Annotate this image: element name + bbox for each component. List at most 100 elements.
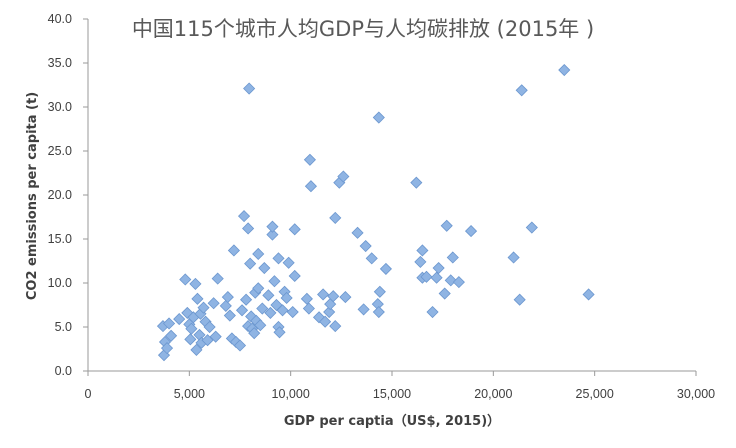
data-point [252,247,265,261]
data-point [207,297,220,310]
x-axis-title: GDP per captia（US$, 2015)） [284,413,500,429]
data-point [282,256,295,269]
data-point [276,304,289,317]
data-point [189,277,202,290]
y-tick-label: 30.0 [48,100,72,114]
data-point [302,302,315,315]
data-point [221,291,234,304]
data-point [329,320,342,333]
data-point [252,282,265,295]
x-tick-label: 15,000 [373,387,411,401]
data-point [264,306,277,319]
data-point [414,255,427,268]
data-point [365,252,378,265]
y-tick-label: 10.0 [48,276,72,290]
data-point [184,333,197,346]
x-tick-label: 30,000 [677,387,715,401]
data-point [351,226,364,239]
data-point [464,225,478,238]
data-point [288,269,301,283]
y-tick-label: 20.0 [48,188,72,202]
data-point [339,291,352,304]
data-point [410,176,423,189]
data-point [242,222,255,235]
data-point [452,276,465,289]
data-point [190,343,203,356]
data-point [191,292,204,305]
data-point [304,180,317,193]
y-tick-label: 25.0 [48,144,72,158]
data-point [240,293,253,306]
data-point [337,170,350,183]
data-point [203,320,216,334]
data-point [416,244,429,257]
data-point [233,339,247,352]
y-tick-label: 5.0 [55,320,72,334]
data-point [372,305,385,319]
x-tick-label: 20,000 [474,387,512,401]
data-point [357,303,370,316]
data-point [254,319,267,332]
data-point [256,302,269,315]
data-point [227,244,240,257]
x-tick-label: 0 [85,387,92,401]
data-point [317,288,330,301]
data-point [266,228,279,241]
data-point [558,63,571,77]
y-tick-label: 35.0 [48,56,72,70]
y-tick-label: 0.0 [55,364,72,378]
data-point [432,261,445,275]
data-point [379,262,392,275]
data-point [329,211,342,224]
data-point [300,292,313,305]
data-point [426,305,439,319]
data-point [440,219,453,232]
data-point [373,285,386,298]
data-point [372,111,385,124]
data-point [582,288,595,301]
data-points [156,63,595,362]
data-point [430,271,443,284]
data-point [237,210,251,223]
chart-title: 中国115个城市人均GDP与人均碳排放 (2015年 ) [132,17,594,41]
data-point [244,257,257,270]
data-point [235,304,249,317]
data-point [303,153,316,166]
data-point [513,293,526,306]
data-point [209,330,222,343]
data-point [286,305,299,319]
y-axis-ticks: 0.0 5.0 10.0 15.0 20.0 25.0 30.0 35.0 40.0 [48,12,88,378]
data-point [266,220,279,233]
data-point [444,274,457,287]
y-axis-title: CO2 emissions per capita (t) [25,92,40,300]
data-point [262,289,275,302]
data-point [438,287,451,300]
data-point [525,221,538,234]
data-point [359,239,372,253]
data-point [507,251,520,264]
data-point [268,275,281,288]
x-tick-label: 10,000 [272,387,310,401]
data-point [201,334,214,347]
data-point [165,329,178,342]
data-point [211,272,224,285]
data-point [163,317,176,330]
data-point [243,82,256,95]
plot-area: 0.0 5.0 10.0 15.0 20.0 25.0 30.0 35.0 40.0 0 5,00… [48,12,716,401]
data-point [160,342,174,355]
data-point [323,305,336,319]
data-point [223,309,236,322]
data-point [258,261,271,275]
data-point [273,326,286,339]
data-point [219,299,232,312]
data-point [420,270,433,283]
data-point [272,252,285,265]
data-point [179,273,192,286]
data-point [280,291,293,305]
y-tick-label: 40.0 [48,12,72,26]
data-point [197,301,210,314]
x-tick-label: 5,000 [174,387,205,401]
data-point [185,322,198,335]
x-tick-label: 25,000 [576,387,614,401]
